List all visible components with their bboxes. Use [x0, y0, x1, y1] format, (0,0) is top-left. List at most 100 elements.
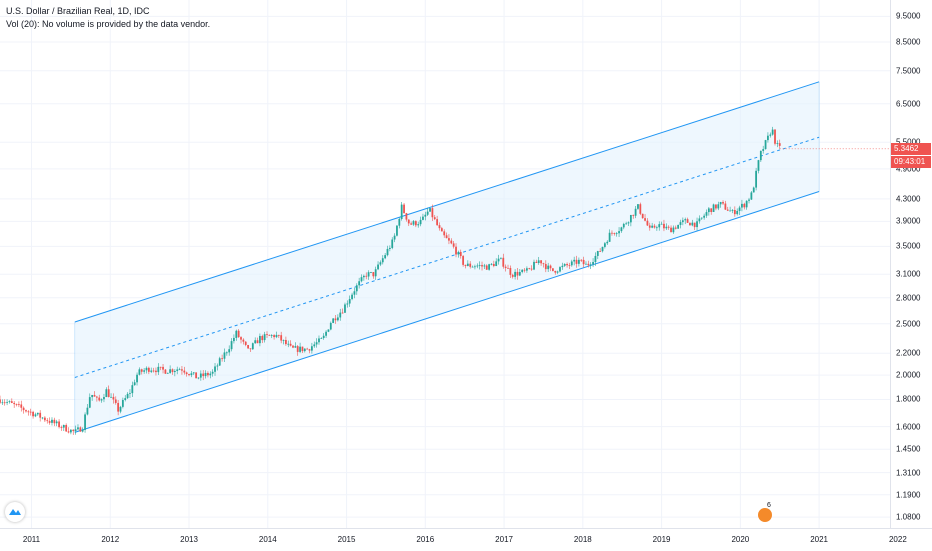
y-tick-label: 2.8000 [896, 293, 921, 303]
tradingview-logo-icon[interactable] [5, 502, 25, 522]
candle-body [504, 266, 507, 268]
candle-body [320, 338, 323, 339]
x-tick-label: 2017 [495, 535, 513, 544]
candle-body [334, 318, 337, 321]
candle-body [537, 260, 540, 264]
candle-body [46, 420, 49, 422]
candle-body [190, 373, 193, 376]
candle-body [192, 372, 195, 374]
candle-body [575, 259, 578, 264]
candle-body [445, 235, 448, 239]
candle-body [287, 343, 290, 345]
candle-body [738, 207, 741, 211]
candle-body [724, 203, 727, 210]
candle-body [159, 366, 162, 368]
candle-body [443, 231, 446, 236]
x-tick-label: 2016 [416, 535, 435, 544]
candle-body [589, 264, 592, 266]
candle-body [485, 265, 488, 270]
candle-body [292, 345, 294, 348]
candle-body [398, 218, 401, 226]
candle-body [705, 212, 708, 216]
candle-body [544, 264, 547, 270]
candle-body [613, 233, 616, 234]
candle-body [660, 223, 663, 225]
candle-body [500, 257, 502, 259]
candle-body [426, 211, 429, 215]
candle-body [65, 425, 68, 432]
candle-body [658, 224, 661, 228]
candle-body [329, 322, 332, 330]
candle-body [240, 337, 242, 340]
symbol-legend-title[interactable]: U.S. Dollar / Brazilian Real, 1D, IDC [6, 6, 150, 16]
candle-body [776, 143, 779, 144]
candle-body [27, 411, 30, 413]
candle-body [518, 271, 521, 276]
candle-body [717, 204, 720, 209]
y-tick-label: 2.2000 [896, 348, 921, 358]
candle-body [521, 269, 524, 272]
candle-body [745, 200, 748, 208]
candle-body [386, 248, 389, 256]
candle-body [391, 239, 394, 248]
y-tick-label: 4.9000 [896, 164, 921, 174]
price-axis[interactable]: 9.5000 8.5000 7.5000 6.5000 5.5000 4.9000 4.30… [890, 0, 932, 528]
candle-body [689, 222, 691, 226]
candle-body [693, 222, 696, 228]
x-tick-label: 2021 [810, 535, 829, 544]
candle-body [703, 215, 706, 218]
candle-body [393, 235, 396, 240]
candle-body [62, 425, 65, 428]
candle-body [112, 396, 115, 400]
candle-body [755, 170, 758, 188]
candle-body [502, 257, 505, 267]
candle-body [464, 264, 467, 266]
candle-body [157, 366, 160, 373]
x-tick-label: 2018 [573, 535, 592, 544]
time-axis[interactable]: 2011 2012 2013 2014 2015 2016 2017 2018 2019 2020… [0, 528, 932, 551]
candle-body [48, 421, 51, 423]
candle-body [254, 340, 257, 344]
candle-body [225, 352, 228, 354]
candle-body [138, 369, 141, 375]
candle-body [79, 427, 82, 432]
candle-body [261, 335, 264, 341]
x-tick-label: 2015 [337, 535, 356, 544]
candle-body [679, 222, 682, 225]
candle-body [436, 219, 439, 226]
candle-body [492, 263, 495, 267]
candle-body [452, 243, 455, 247]
candle-body [414, 221, 417, 226]
candle-body [587, 263, 590, 266]
candle-body [710, 208, 713, 213]
candle-body [315, 342, 318, 345]
candle-body [247, 344, 249, 349]
candle-body [535, 261, 538, 264]
candle-body [594, 255, 597, 263]
candle-body [355, 285, 358, 292]
candle-body [188, 374, 190, 376]
candle-body [145, 367, 148, 371]
regression-channel[interactable] [74, 81, 820, 433]
candle-body [77, 427, 79, 430]
candle-body [294, 346, 297, 348]
candle-body [119, 406, 122, 412]
candle-body [22, 407, 25, 411]
candle-body [140, 369, 143, 372]
candle-body [211, 371, 214, 374]
candle-body [277, 334, 280, 336]
candle-body [103, 397, 105, 400]
candle-body [39, 412, 42, 418]
candle-body [306, 348, 309, 350]
candle-body [663, 223, 665, 229]
candle-body [367, 272, 370, 277]
price-chart-plot[interactable] [0, 0, 890, 528]
candle-body [774, 129, 776, 144]
candle-body [582, 259, 585, 265]
candle-body [218, 358, 221, 366]
volume-legend[interactable]: Vol (20): No volume is provided by the d… [6, 19, 211, 29]
candle-body [674, 227, 677, 229]
y-tick-label: 1.3100 [896, 468, 921, 478]
author-avatar[interactable]: 6 [758, 502, 772, 522]
candle-body [570, 261, 573, 266]
